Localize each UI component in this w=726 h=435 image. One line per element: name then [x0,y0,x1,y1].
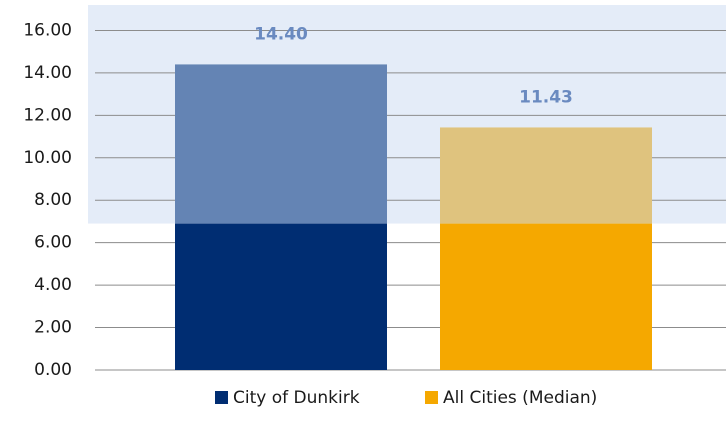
y-tick-label: 10.00 [23,148,72,168]
legend-label: City of Dunkirk [233,388,360,408]
bar-base [440,223,652,370]
y-tick-label: 8.00 [34,190,72,210]
bar-highlight [175,64,387,224]
legend-swatch [215,391,228,404]
legend-swatch [425,391,438,404]
bar-highlight [440,127,652,224]
y-tick-label: 4.00 [34,275,72,295]
value-label: 11.43 [519,87,573,107]
legend-label: All Cities (Median) [443,388,597,408]
y-tick-label: 14.00 [23,63,72,83]
y-tick-label: 16.00 [23,20,72,40]
y-tick-label: 0.00 [34,360,72,380]
y-tick-label: 12.00 [23,105,72,125]
value-label: 14.40 [254,24,308,44]
bar-base [175,223,387,370]
y-tick-label: 6.00 [34,233,72,253]
y-tick-label: 2.00 [34,318,72,338]
